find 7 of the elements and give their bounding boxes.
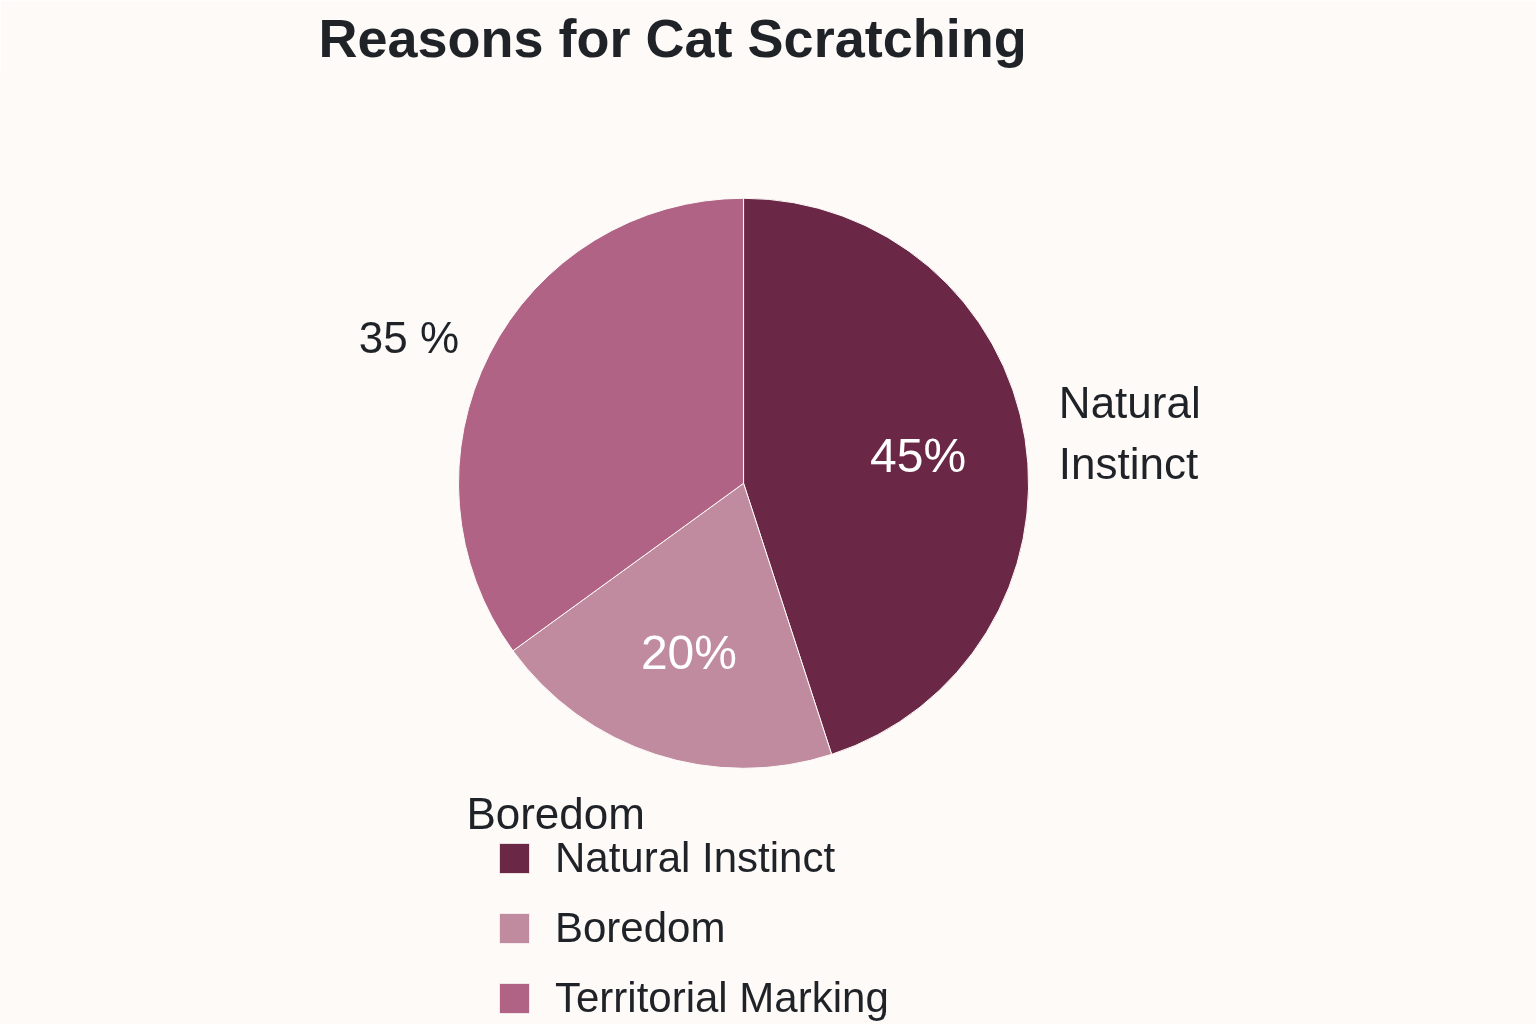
- data-label: 20%: [640, 626, 737, 680]
- chart-title: Reasons for Cat Scratching: [318, 7, 1027, 68]
- legend-label: Boredom: [555, 904, 726, 952]
- slice-label: Natural Instinct: [1058, 377, 1201, 489]
- data-label: 45%: [870, 428, 967, 482]
- data-label: 35 %: [358, 312, 460, 362]
- legend-label: Territorial Marking: [555, 974, 889, 1022]
